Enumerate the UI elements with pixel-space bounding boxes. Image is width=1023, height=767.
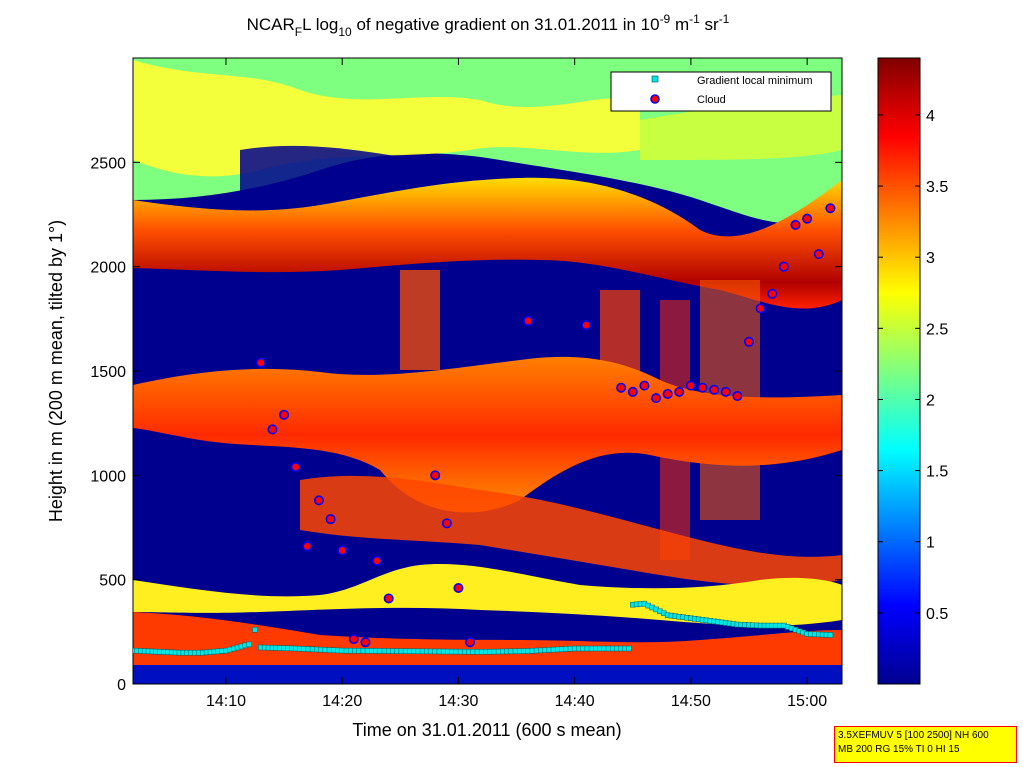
heatmap-top-band: [133, 177, 842, 309]
x-tick-label: 14:10: [206, 693, 246, 710]
cloud-point: [337, 545, 348, 556]
cloud-point: [732, 391, 743, 402]
y-tick-label: 500: [99, 573, 126, 590]
cloud-point: [802, 213, 813, 224]
y-tick-label: 2500: [90, 155, 126, 172]
colorbar-tick-label: 4: [926, 108, 935, 125]
gradient-minimum-point: [827, 632, 834, 638]
x-tick-label: 14:30: [438, 693, 478, 710]
info-line-2: MB 200 RG 15% TI 0 HI 15: [838, 744, 960, 755]
colorbar-tick-label: 2.5: [926, 321, 948, 338]
colorbar-tick-label: 1: [926, 535, 935, 552]
legend-label-minimum: Gradient local minimum: [697, 75, 813, 87]
heatmap: [133, 58, 842, 684]
cloud-point: [348, 634, 359, 645]
cloud-point: [627, 386, 638, 397]
cloud-point: [685, 380, 696, 391]
cloud-point: [523, 315, 534, 326]
cloud-point: [720, 386, 731, 397]
x-tick-label: 14:20: [322, 693, 362, 710]
cloud-point: [267, 424, 278, 435]
cloud-point: [639, 380, 650, 391]
info-box: 3.5XEFMUV 5 [100 2500] NH 600 MB 200 RG …: [834, 726, 1017, 763]
colorbar-ticks: 0.5 1 1.5 2 2.5 3 3.5 4: [878, 108, 948, 623]
cloud-point: [744, 336, 755, 347]
colorbar-tick-label: 2: [926, 392, 935, 409]
x-tick-label: 15:00: [787, 693, 827, 710]
gradient-minimum-point: [252, 626, 258, 633]
cloud-point: [709, 384, 720, 395]
cloud-point: [453, 583, 464, 594]
cloud-point: [290, 461, 301, 472]
cloud-point: [441, 518, 452, 529]
y-tick-label: 0: [117, 677, 126, 694]
y-axis-label: Height in m (200 m mean, tilted by 1°): [46, 220, 66, 522]
cloud-point: [581, 320, 592, 331]
cloud-point: [360, 637, 371, 648]
cloud-point: [825, 203, 836, 214]
legend-box: [610, 71, 832, 112]
legend-marker-cloud: [650, 94, 660, 104]
cloud-point: [465, 637, 476, 648]
cloud-point: [313, 495, 324, 506]
cloud-point: [372, 555, 383, 566]
series-cloud: [255, 203, 836, 648]
x-tick-label: 14:50: [671, 693, 711, 710]
info-line-1: 3.5XEFMUV 5 [100 2500] NH 600: [838, 730, 989, 741]
cloud-point: [778, 261, 789, 272]
colorbar-tick-label: 3: [926, 250, 935, 267]
gradient-minimum-point: [626, 645, 632, 652]
heatmap-lower-band: [300, 475, 842, 586]
cloud-point: [790, 219, 801, 230]
legend: Gradient local minimum Cloud: [610, 71, 832, 112]
cloud-point: [697, 382, 708, 393]
cloud-point: [325, 514, 336, 525]
colorbar-tick-label: 0.5: [926, 606, 948, 623]
colorbar-gradient: [877, 57, 921, 685]
heatmap-upper-yellow: [133, 60, 640, 177]
heatmap-upper-gap: [240, 145, 420, 210]
cloud-point: [813, 249, 824, 260]
x-axis: 14:10 14:20 14:30 14:40 14:50 15:00: [206, 58, 827, 710]
y-tick-label: 1500: [90, 364, 126, 381]
cloud-point: [430, 470, 441, 481]
chart-title: NCARFL log10 of negative gradient on 31.…: [247, 12, 730, 39]
y-tick-label: 2000: [90, 260, 126, 277]
cloud-point: [651, 393, 662, 404]
cloud-point: [662, 388, 673, 399]
x-axis-label: Time on 31.01.2011 (600 s mean): [352, 720, 621, 740]
cloud-point: [302, 541, 313, 552]
colorbar-tick-label: 3.5: [926, 179, 948, 196]
colorbar: 0.5 1 1.5 2 2.5 3 3.5 4: [877, 57, 948, 685]
heatmap-ground-blue: [133, 665, 842, 684]
cloud-point: [767, 288, 778, 299]
cloud-point: [674, 386, 685, 397]
cloud-point: [755, 303, 766, 314]
cloud-point: [255, 357, 266, 368]
y-axis: 0 500 1000 1500 2000 2500: [90, 155, 842, 694]
cloud-point: [279, 409, 290, 420]
heatmap-ground-yellow: [133, 564, 842, 626]
legend-label-cloud: Cloud: [697, 94, 726, 106]
series-gradient-local-minimum: [133, 600, 834, 656]
cloud-point: [616, 382, 627, 393]
x-tick-label: 14:40: [555, 693, 595, 710]
cloud-point: [383, 593, 394, 604]
legend-marker-minimum: [651, 75, 659, 83]
gradient-minimum-point: [246, 641, 252, 648]
colorbar-tick-label: 1.5: [926, 464, 948, 481]
y-tick-label: 1000: [90, 468, 126, 485]
